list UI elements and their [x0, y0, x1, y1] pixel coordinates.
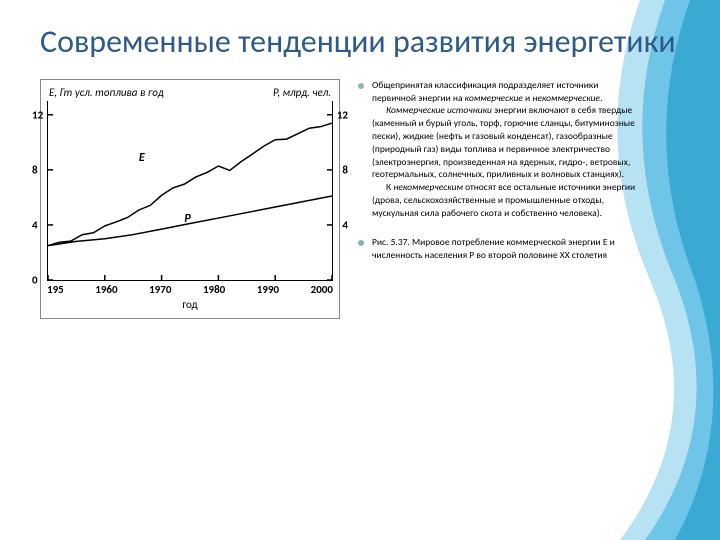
y-tick: 8 — [32, 163, 38, 176]
bullet-1-p2: Коммерческие источники энергии включают … — [372, 104, 640, 181]
bullet-2: Рис. 5.37. Мировое потребление коммерчес… — [358, 236, 640, 262]
x-tick: 1980 — [203, 283, 225, 296]
series-label-p: P — [184, 212, 190, 226]
y-tick: 4 — [32, 218, 38, 231]
y-tick-right: 4 — [342, 218, 348, 231]
bullet-dot-icon — [358, 240, 364, 246]
bullet-dot-icon — [358, 83, 364, 89]
x-tick: 1990 — [257, 283, 279, 296]
chart-column: E, Гт усл. топлива в год P, млрд. чел. E… — [40, 79, 340, 319]
bullet-1-text: Общепринятая классификация подразделяет … — [372, 79, 640, 220]
bullet-1: Общепринятая классификация подразделяет … — [358, 79, 640, 220]
plot-area: E P 128401284 — [47, 101, 333, 281]
x-axis-label: год — [47, 296, 333, 311]
slide: Современные тенденции развития энергетик… — [0, 0, 720, 339]
left-axis-label: E, Гт усл. топлива в год — [49, 86, 164, 99]
x-ticks: 195 1960 1970 1980 1990 2000 — [47, 281, 333, 296]
x-tick: 195 — [47, 283, 64, 296]
bullet-1-p1: Общепринятая классификация подразделяет … — [372, 79, 640, 105]
x-tick: 1970 — [149, 283, 171, 296]
content-row: E, Гт усл. топлива в год P, млрд. чел. E… — [40, 79, 680, 319]
bullet-2-text: Рис. 5.37. Мировое потребление коммерчес… — [372, 236, 640, 262]
right-axis-label: P, млрд. чел. — [273, 86, 331, 99]
chart-box: E, Гт усл. топлива в год P, млрд. чел. E… — [40, 79, 340, 319]
page-title: Современные тенденции развития энергетик… — [40, 24, 680, 61]
plot-svg — [48, 101, 332, 280]
y-tick: 0 — [32, 273, 38, 286]
series-label-e: E — [139, 151, 145, 165]
axis-top-labels: E, Гт усл. топлива в год P, млрд. чел. — [47, 86, 333, 101]
bullet-1-p3: К некоммерческим относят все остальные и… — [372, 181, 640, 219]
y-tick-right: 8 — [342, 163, 348, 176]
text-column: Общепринятая классификация подразделяет … — [358, 79, 680, 319]
x-tick: 1960 — [95, 283, 117, 296]
y-tick-right: 12 — [337, 108, 348, 121]
x-tick: 2000 — [311, 283, 333, 296]
figure-caption: Рис. 5.37. Мировое потребление коммерчес… — [372, 236, 640, 262]
y-tick: 12 — [32, 108, 43, 121]
